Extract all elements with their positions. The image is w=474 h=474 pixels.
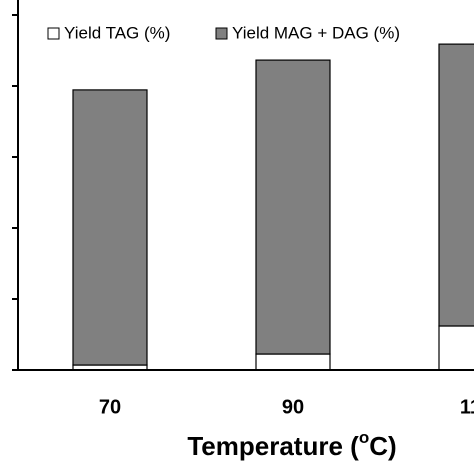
legend-swatch xyxy=(215,27,228,40)
x-axis-label: Temperature (oC) xyxy=(187,428,396,460)
legend-label: Yield MAG + DAG (%) xyxy=(232,23,400,42)
x-label-pre: Temperature ( xyxy=(187,431,359,461)
bar-segment xyxy=(438,43,474,327)
bar-segment xyxy=(255,59,331,355)
x-tick-label: 110 xyxy=(460,396,474,418)
legend-label: Yield TAG (%) xyxy=(64,23,170,42)
legend-swatch xyxy=(47,27,60,40)
x-label-sup: o xyxy=(359,428,369,447)
bar-segment xyxy=(438,325,474,371)
x-tick-label: 90 xyxy=(282,396,304,418)
bar-segment xyxy=(255,353,331,371)
x-tick-label: 70 xyxy=(99,396,121,418)
bar-segment xyxy=(72,89,148,366)
x-label-post: C) xyxy=(369,431,396,461)
